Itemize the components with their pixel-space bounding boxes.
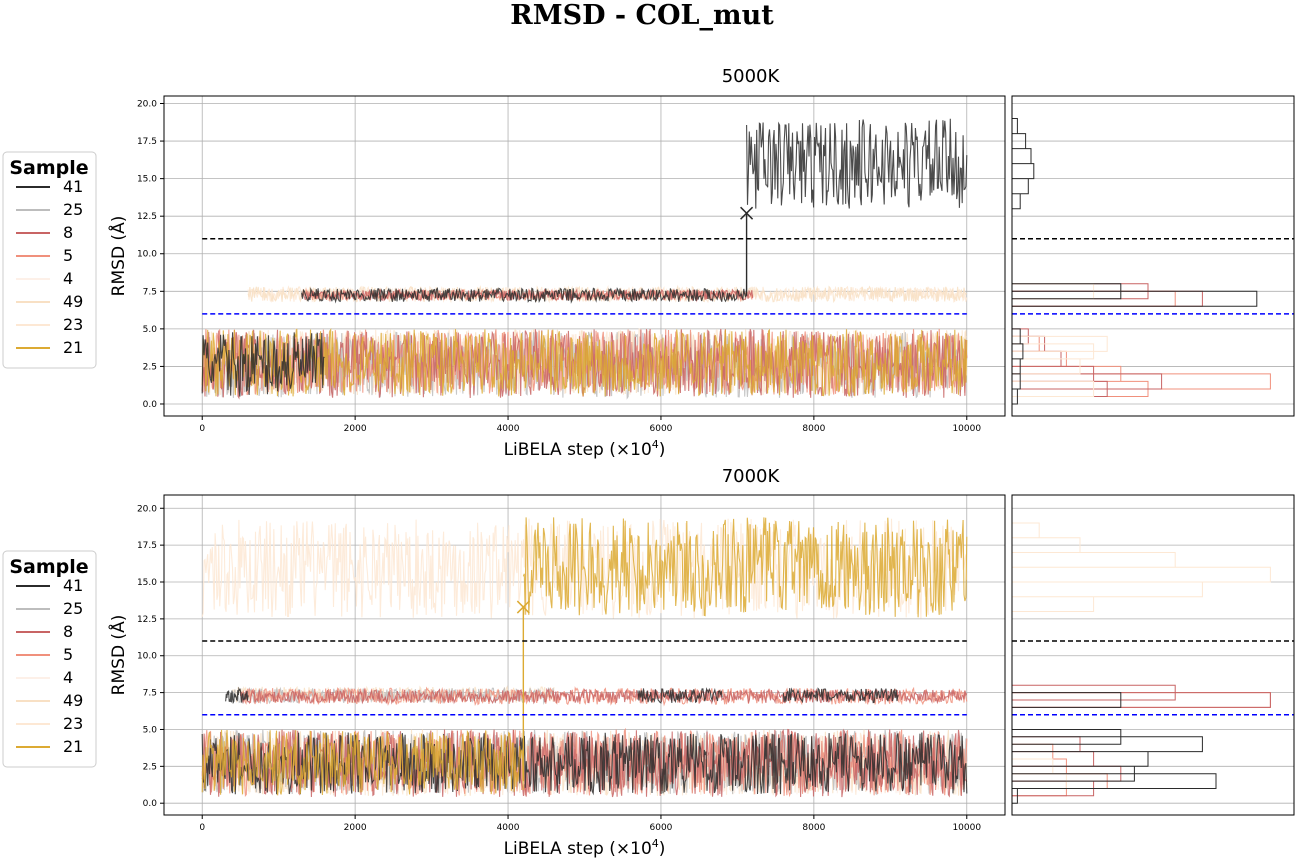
plot-frame: [163, 95, 1006, 417]
legend-entry-23: 23: [63, 714, 83, 733]
legend-frame: [2, 151, 97, 369]
transition-marker-41: [740, 206, 754, 220]
series-line-21: [201, 327, 968, 397]
x-tick-label: 8000: [802, 823, 825, 833]
y-tick-label: 7.5: [143, 689, 157, 699]
plot-frame: [163, 494, 1006, 816]
y-tick-label: 2.5: [143, 362, 157, 372]
y-axis-label: RMSD (Å): [107, 615, 129, 696]
figure-suptitle: RMSD - COL_mut: [510, 0, 774, 31]
x-axis-label-exponent: 4: [652, 438, 659, 451]
series-line-41: [225, 686, 249, 705]
series-line-23: [247, 285, 968, 304]
hist-frame: [1011, 494, 1295, 816]
legend-entry-41: 41: [63, 576, 83, 595]
x-tick-label: 0: [199, 823, 205, 833]
x-axis-label-text: LiBELA step (×10: [504, 839, 652, 859]
legend-entry-21: 21: [63, 338, 83, 357]
legend-entry-8: 8: [63, 223, 73, 242]
y-tick-label: 15.0: [137, 175, 157, 185]
series-line-21: [201, 729, 524, 796]
legend-title: Sample: [9, 556, 88, 578]
legend-entry-49: 49: [63, 691, 83, 710]
x-tick-label: 2000: [344, 424, 367, 434]
y-tick-label: 20.0: [137, 100, 157, 110]
legend-entry-21: 21: [63, 737, 83, 756]
series-line-41: [782, 687, 899, 704]
y-tick-label: 0.0: [143, 400, 158, 410]
x-tick-label: 0: [199, 424, 205, 434]
legend-entry-5: 5: [63, 645, 73, 664]
legend-entry-41: 41: [63, 177, 83, 196]
y-tick-label: 20.0: [137, 504, 157, 514]
legend-entry-5: 5: [63, 246, 73, 265]
chart-panel-7000K: 7000K 0 2000 4000 6000 8000 10000 0.0 2.5 5.0 7.5 1…: [2, 466, 1295, 859]
histogram-step-23: [1012, 283, 1108, 397]
y-tick-label: 12.5: [137, 212, 157, 222]
x-tick-label: 8000: [802, 424, 825, 434]
legend-entry-49: 49: [63, 292, 83, 311]
series-line-21: [522, 517, 968, 618]
histogram-panel: [1011, 494, 1295, 816]
x-axis-label: LiBELA step (×104): [504, 837, 666, 859]
y-axis-label: RMSD (Å): [107, 216, 129, 297]
y-tick-label: 5.0: [143, 325, 158, 335]
y-tick-label: 12.5: [137, 615, 157, 625]
series-line-41: [746, 118, 968, 209]
series-line-41: [637, 687, 723, 704]
x-tick-label: 4000: [497, 823, 520, 833]
legend-entry-25: 25: [63, 599, 83, 618]
legend-frame: [2, 550, 97, 768]
legend-entry-4: 4: [63, 269, 73, 288]
y-tick-label: 7.5: [143, 287, 157, 297]
x-axis-label-close: ): [659, 440, 666, 460]
x-tick-label: 4000: [497, 424, 520, 434]
x-axis-label: LiBELA step (×104): [504, 438, 666, 460]
legend-entry-25: 25: [63, 200, 83, 219]
x-tick-label: 2000: [344, 823, 367, 833]
y-tick-label: 10.0: [137, 652, 157, 662]
hist-frame: [1011, 95, 1295, 417]
legend-title: Sample: [9, 157, 88, 179]
y-tick-label: 2.5: [143, 762, 157, 772]
legend-entry-23: 23: [63, 315, 83, 334]
y-tick-label: 0.0: [143, 799, 158, 809]
histogram-step-41: [1012, 118, 1258, 405]
series-line-49: [247, 284, 968, 304]
y-tick-label: 10.0: [137, 250, 157, 260]
y-tick-label: 17.5: [137, 137, 157, 147]
x-axis-label-text: LiBELA step (×10: [504, 440, 652, 460]
chart-panel-5000K: 5000K 0 2000 4000 6000 8000 10000 0.0 2.5 5.0 7.5 1…: [2, 66, 1295, 460]
x-axis-label-close: ): [659, 839, 666, 859]
y-tick-label: 15.0: [137, 578, 157, 588]
legend-entry-4: 4: [63, 668, 73, 687]
x-tick-label: 6000: [650, 823, 673, 833]
x-tick-label: 6000: [650, 424, 673, 434]
x-axis-label-exponent: 4: [652, 837, 659, 850]
series-line-41: [201, 732, 968, 796]
series-line-41: [301, 287, 748, 304]
legend-entry-8: 8: [63, 622, 73, 641]
y-tick-label: 17.5: [137, 541, 157, 551]
series-line-41: [201, 332, 325, 397]
histogram-panel: [1011, 95, 1295, 417]
histogram-step-41: [1012, 692, 1217, 804]
panel-title: 5000K: [722, 66, 781, 87]
x-tick-label: 10000: [952, 424, 981, 434]
x-tick-label: 10000: [952, 823, 981, 833]
y-tick-label: 5.0: [143, 725, 158, 735]
panel-title: 7000K: [722, 466, 781, 487]
histogram-step-8: [1012, 684, 1271, 797]
